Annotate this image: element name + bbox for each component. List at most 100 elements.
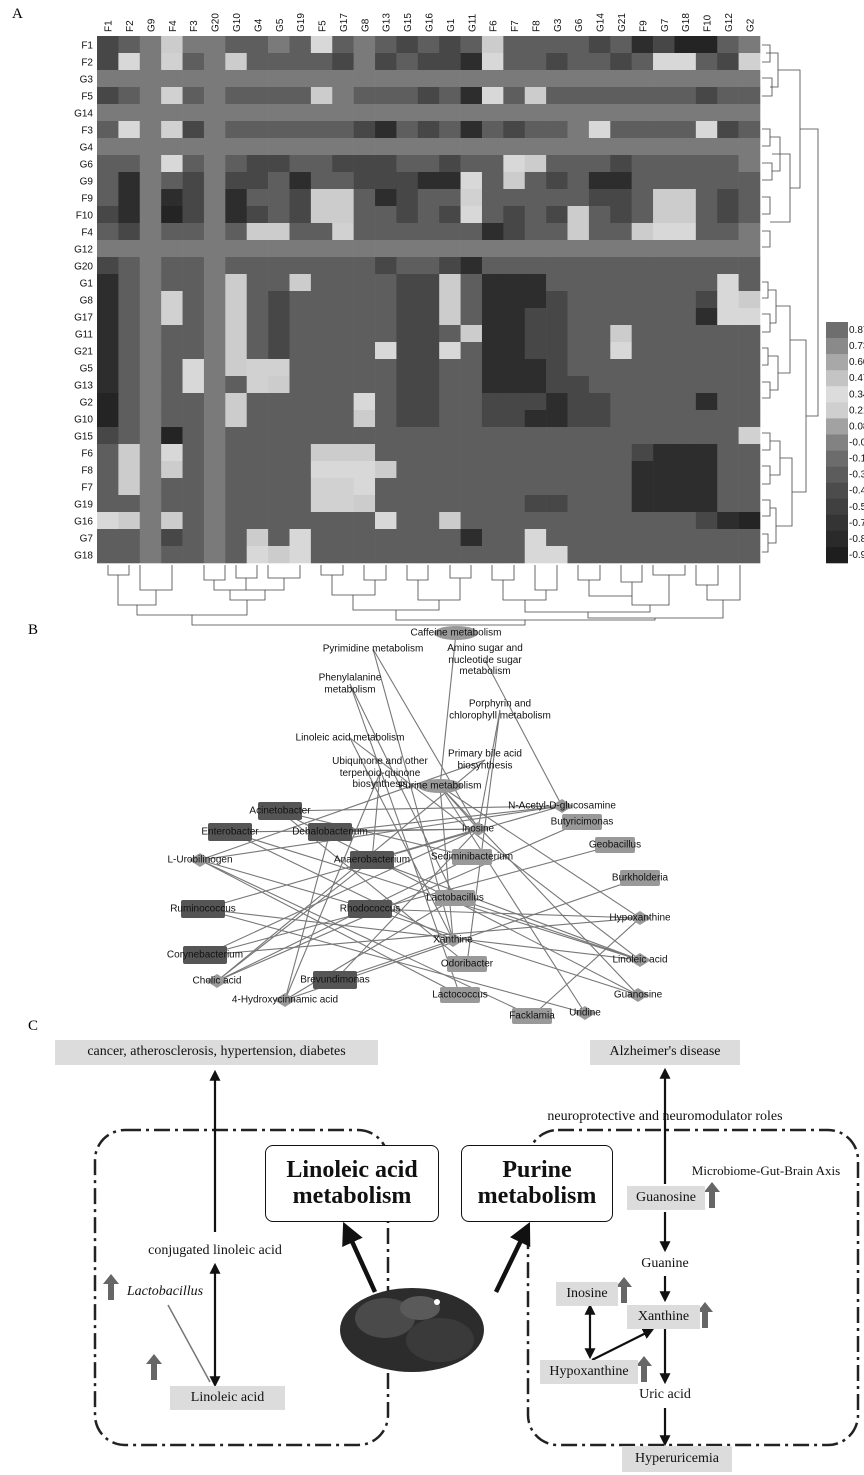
heatmap-cell [653,189,675,207]
heatmap-cell [460,325,483,343]
network-edge [466,709,501,965]
network-edge [454,897,641,961]
heatmap-cell [524,461,547,479]
heatmap-cell [289,87,312,105]
heatmap-cell [353,206,376,224]
heatmap-cell [567,461,590,479]
column-dendrogram [107,565,741,626]
network-edge [349,737,641,961]
heatmap-cell [717,155,739,173]
column-label: G9 [146,18,157,32]
heatmap-cell [738,257,761,275]
heatmap-cell [439,325,461,343]
heatmap-cell [417,257,440,275]
heatmap-cell [738,104,761,122]
heatmap-cell [310,529,333,547]
legend-label: -0.18 [849,454,864,465]
heatmap-cell [524,155,547,173]
heatmap-cell [203,512,226,530]
heatmap-cell [417,291,440,309]
heatmap-cell [439,546,461,564]
heatmap-cell [332,512,354,530]
heatmap-cell [353,172,376,190]
heatmap-cell [203,461,226,479]
diagram-guanosine: Guanosine [627,1186,705,1210]
heatmap-cell [332,104,354,122]
network-node [308,823,352,841]
heatmap-cell [631,206,654,224]
heatmap-cell [567,223,590,241]
heatmap-cell [139,512,162,530]
heatmap-cell [97,87,119,105]
heatmap-cell [481,155,504,173]
heatmap-cell [610,478,632,496]
heatmap-cell [182,257,205,275]
heatmap-cell [524,104,547,122]
heatmap-cell [439,410,461,428]
heatmap-cell [546,189,568,207]
heatmap-cell [503,240,526,258]
heatmap-cell [439,342,461,360]
network-node [181,900,225,918]
heatmap-cell [695,461,718,479]
row-label: G8 [80,296,94,307]
network-node [574,1006,596,1020]
column-label: F10 [703,14,714,32]
heatmap [97,36,761,564]
heatmap-cell [588,206,611,224]
heatmap-cell [653,376,675,394]
heatmap-cell [118,138,141,156]
heatmap-cell [310,291,333,309]
heatmap-cell [588,495,611,513]
heatmap-cell [567,291,590,309]
heatmap-cell [610,427,632,445]
heatmap-cell [97,444,119,462]
heatmap-cell [182,529,205,547]
heatmap-cell [439,291,461,309]
legend-label: -0.32 [849,470,864,481]
legend-label: 0.47 [849,373,864,384]
heatmap-cell [460,444,483,462]
heatmap-cell [439,172,461,190]
heatmap-cell [310,121,333,139]
heatmap-cell [139,478,162,496]
network-node-label: Sediminibacterium [430,851,514,863]
heatmap-cell [610,342,632,360]
heatmap-cell [610,444,632,462]
heatmap-cell [332,495,354,513]
column-label: F1 [104,20,115,32]
heatmap-cell [118,291,141,309]
row-label: F2 [81,58,93,69]
network-node [434,626,478,640]
heatmap-cell [481,546,504,564]
heatmap-cell [139,240,162,258]
heatmap-cell [460,240,483,258]
heatmap-cell [695,478,718,496]
diagram-cla: conjugated linoleic acid [148,1242,282,1258]
heatmap-cell [182,325,205,343]
network-node-label: Acinetobacter [249,805,311,817]
heatmap-cell [439,36,461,54]
heatmap-cell [738,206,761,224]
heatmap-cell [289,223,312,241]
heatmap-cell [674,206,697,224]
heatmap-cell [375,291,397,309]
heatmap-cell [225,223,248,241]
heatmap-cell [481,104,504,122]
heatmap-cell [182,155,205,173]
heatmap-cell [225,359,248,377]
heatmap-cell [246,206,269,224]
column-label: G6 [574,18,585,32]
heatmap-cell [717,36,739,54]
heatmap-cell [524,70,547,88]
heatmap-cell [396,427,419,445]
heatmap-cell [439,359,461,377]
heatmap-cell [161,427,183,445]
heatmap-cell [439,478,461,496]
heatmap-cell [588,274,611,292]
network-node-label: Purine metabolism [398,780,482,792]
column-label: F8 [531,20,542,32]
heatmap-cell [695,393,718,411]
heatmap-cell [97,291,119,309]
heatmap-cell [588,104,611,122]
